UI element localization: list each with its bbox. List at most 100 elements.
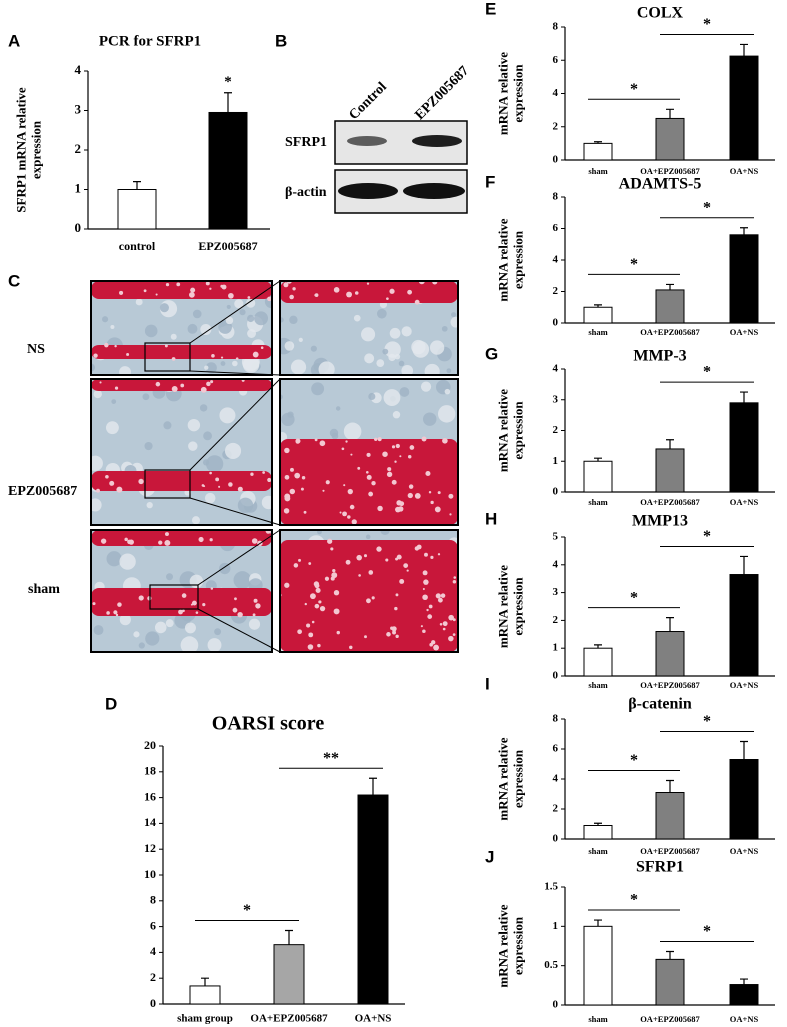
tissue-cell xyxy=(331,432,339,440)
tissue-cell xyxy=(192,309,202,319)
chondrocyte xyxy=(437,553,441,556)
tissue-cell xyxy=(225,316,234,325)
tissue-cell xyxy=(154,621,167,634)
y-axis-label: expression xyxy=(510,230,525,289)
tissue-cell xyxy=(144,324,158,338)
y-tick-label: 0 xyxy=(553,670,559,682)
bar xyxy=(655,117,685,161)
tissue-cell xyxy=(239,309,246,316)
tissue-cell xyxy=(380,530,390,535)
tissue-cell xyxy=(106,551,122,567)
chondrocyte xyxy=(437,491,441,495)
panel-letter: B xyxy=(275,31,287,50)
zoom-line xyxy=(197,529,281,586)
chondrocyte xyxy=(100,538,107,544)
chondrocyte xyxy=(314,438,318,442)
tissue-cell xyxy=(318,361,335,375)
error-bar xyxy=(594,304,602,308)
chondrocyte xyxy=(358,574,361,577)
chondrocyte xyxy=(164,344,168,348)
y-axis-label: mRNA relative xyxy=(495,52,510,135)
y-tick-label: 3 xyxy=(553,393,559,405)
error-bar xyxy=(740,227,748,235)
tissue-cell xyxy=(93,625,104,636)
tissue-cell xyxy=(91,363,96,372)
chondrocyte xyxy=(439,623,443,626)
chondrocyte xyxy=(147,596,152,601)
y-tick-label: 3 xyxy=(553,586,559,598)
x-tick-label: OA+NS xyxy=(730,497,759,507)
chondrocyte xyxy=(319,440,326,447)
y-tick-label: 0.5 xyxy=(544,959,558,971)
chondrocyte xyxy=(394,460,397,463)
y-tick-label: 1 xyxy=(553,455,559,467)
chondrocyte xyxy=(303,510,307,514)
chondrocyte xyxy=(356,554,362,561)
chondrocyte xyxy=(366,598,371,604)
tissue-cell xyxy=(401,364,414,375)
tissue-cell xyxy=(429,340,445,355)
chondrocyte xyxy=(437,597,443,603)
chondrocyte xyxy=(426,608,429,612)
tissue-cell xyxy=(214,628,222,636)
chondrocyte xyxy=(354,291,359,295)
error-bar xyxy=(224,92,232,113)
zoom-line xyxy=(189,497,281,526)
error-bar xyxy=(133,181,141,190)
x-tick-label: OA+EPZ005687 xyxy=(640,680,700,690)
tissue-cell xyxy=(101,316,109,323)
chondrocyte xyxy=(311,620,315,624)
chondrocyte xyxy=(377,505,383,512)
x-tick-label: sham xyxy=(588,680,607,690)
tissue-cell xyxy=(401,326,412,337)
panel-letter: H xyxy=(485,509,497,528)
tissue-cell xyxy=(233,571,252,589)
chondrocyte xyxy=(318,600,322,604)
tissue-cell xyxy=(382,348,389,355)
bar xyxy=(583,460,613,493)
chondrocyte xyxy=(333,287,340,293)
tissue-cell xyxy=(234,299,244,309)
cartilage xyxy=(91,471,272,491)
y-tick-label: 18 xyxy=(144,764,156,778)
chondrocyte xyxy=(200,386,207,393)
tissue-cell xyxy=(284,341,295,351)
tissue-cell xyxy=(119,366,132,375)
y-tick-label: 2 xyxy=(553,803,559,815)
chondrocyte xyxy=(395,634,399,639)
chondrocyte xyxy=(322,489,325,492)
y-tick-label: 8 xyxy=(553,191,559,203)
chondrocyte xyxy=(289,488,296,495)
tissue-cell xyxy=(159,303,169,313)
error-bar xyxy=(666,950,674,960)
chondrocyte xyxy=(435,593,441,599)
tissue-cell xyxy=(280,432,288,442)
chondrocyte xyxy=(234,597,237,601)
tissue-cell xyxy=(184,622,196,634)
tissue-cell xyxy=(224,442,242,459)
cartilage xyxy=(280,281,458,303)
x-tick-label: sham xyxy=(588,846,607,856)
tissue-cell xyxy=(191,516,201,525)
chondrocyte xyxy=(171,386,178,392)
y-tick-label: 1 xyxy=(75,180,82,195)
chondrocyte xyxy=(399,455,402,458)
chondrocyte xyxy=(442,621,448,627)
y-tick-label: 14 xyxy=(144,815,156,829)
x-tick-label: EPZ005687 xyxy=(198,239,257,253)
panel-letter: A xyxy=(8,31,20,50)
y-axis-label: mRNA relative xyxy=(495,565,510,648)
bar xyxy=(583,647,613,677)
tissue-cell xyxy=(361,327,376,342)
chondrocyte xyxy=(422,588,425,591)
chondrocyte xyxy=(314,603,320,609)
tissue-cell xyxy=(311,382,325,396)
chondrocyte xyxy=(422,594,428,601)
chondrocyte xyxy=(143,289,147,293)
error-bar xyxy=(740,391,748,403)
chondrocyte xyxy=(422,629,426,634)
chondrocyte xyxy=(325,480,330,485)
x-tick-label: OA+EPZ005687 xyxy=(640,846,700,856)
y-tick-label: 20 xyxy=(144,738,156,752)
chondrocyte xyxy=(201,484,205,487)
